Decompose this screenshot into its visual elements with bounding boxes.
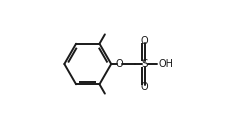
- Text: O: O: [140, 36, 148, 46]
- Text: O: O: [140, 82, 148, 92]
- Text: OH: OH: [157, 59, 172, 69]
- Text: S: S: [141, 59, 147, 69]
- Text: O: O: [115, 59, 123, 69]
